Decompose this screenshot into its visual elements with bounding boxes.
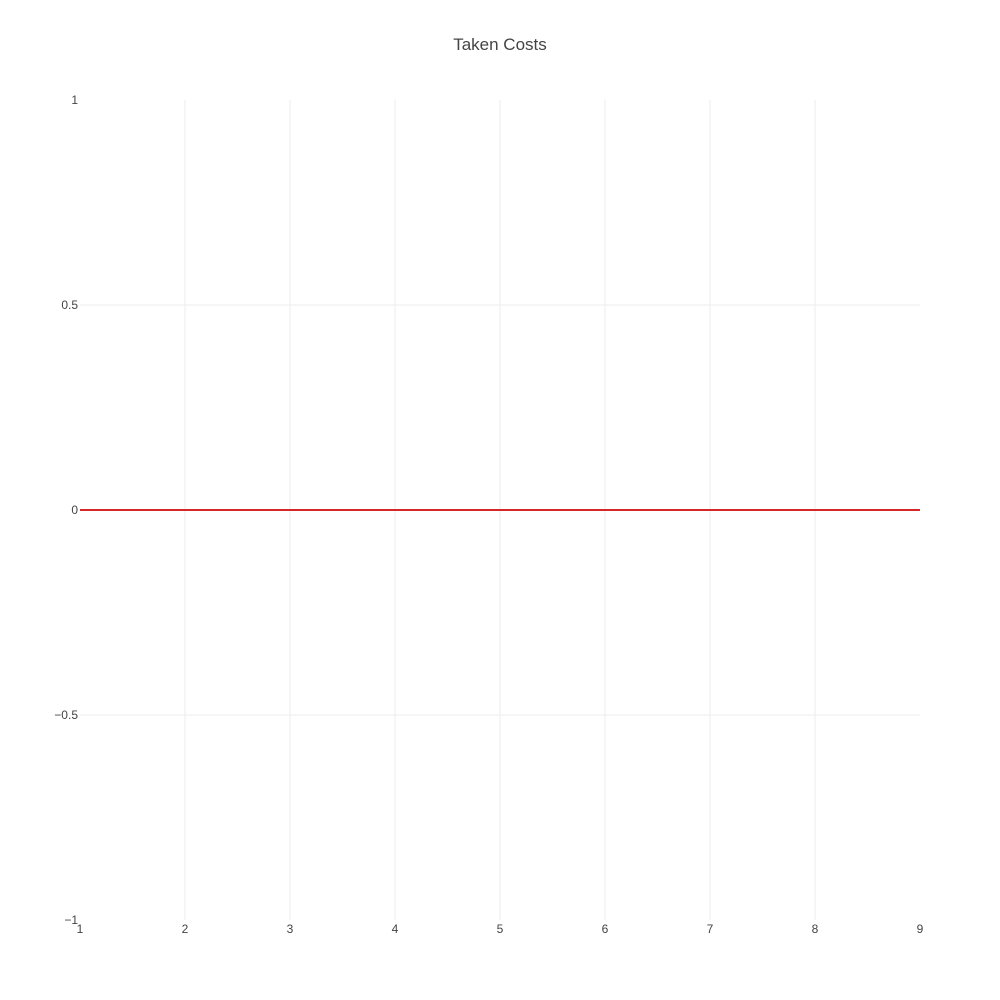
x-tick-label: 1 [77,922,84,936]
y-axis-ticks: −1 −0.5 0 0.5 1 [54,93,78,927]
x-axis-ticks: 1 2 3 4 5 6 7 8 9 [77,922,924,936]
chart-title: Taken Costs [453,35,547,54]
x-tick-label: 4 [392,922,399,936]
y-tick-label: −0.5 [54,708,78,722]
x-tick-label: 6 [602,922,609,936]
y-tick-label: 1 [71,93,78,107]
y-tick-label: −1 [64,913,78,927]
x-tick-label: 2 [182,922,189,936]
y-tick-label: 0 [71,503,78,517]
y-tick-label: 0.5 [61,298,78,312]
x-tick-label: 8 [812,922,819,936]
x-tick-label: 3 [287,922,294,936]
x-tick-label: 5 [497,922,504,936]
x-tick-label: 9 [917,922,924,936]
x-tick-label: 7 [707,922,714,936]
